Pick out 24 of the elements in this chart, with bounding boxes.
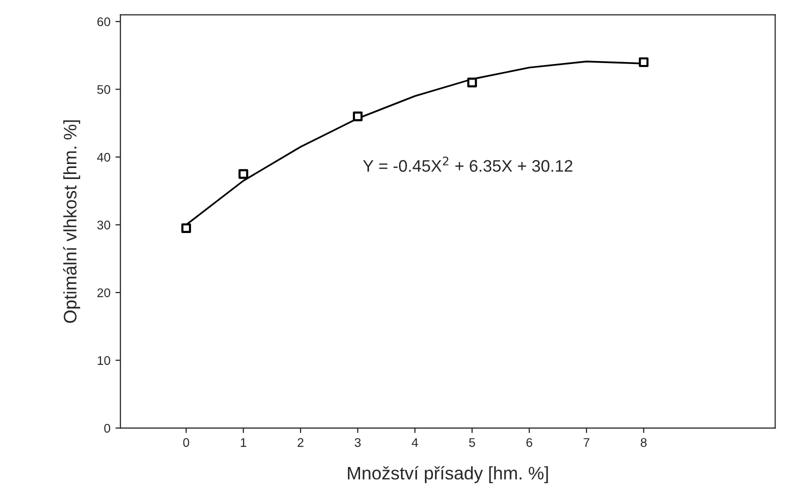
- point: [467, 78, 477, 88]
- y-tick-label: 30: [97, 220, 110, 230]
- y-tick-label: 10: [98, 356, 110, 365]
- y-tick-label: 50: [97, 85, 110, 94]
- y-tick-label: 0: [104, 424, 110, 433]
- x-tick-label: 4: [412, 438, 418, 447]
- x-tick-label: 0: [183, 438, 190, 447]
- x-tick-label: 3: [354, 438, 361, 447]
- x-tick-label: 2: [298, 438, 304, 447]
- point: [638, 57, 649, 68]
- point: [181, 223, 192, 234]
- point: [352, 112, 363, 122]
- x-tick-label: 5: [469, 438, 476, 447]
- y-tick-label: 60: [97, 17, 110, 26]
- y-axis-title: Optimální vlhkost [hm. %]: [63, 120, 80, 323]
- x-axis-title: Množství přísady [hm. %]: [348, 466, 548, 484]
- point: [238, 169, 248, 179]
- x-tick-label: 7: [584, 438, 590, 447]
- x-tick-label: 8: [640, 438, 647, 447]
- y-tick-label: 20: [97, 288, 110, 298]
- x-tick-label: 6: [526, 438, 532, 447]
- y-tick-label: 40: [97, 152, 110, 162]
- annotation: Y = -0.45X$^{2}$ + 6.35X + 30.12: [363, 156, 572, 172]
- x-tick-label: 1: [240, 438, 246, 447]
